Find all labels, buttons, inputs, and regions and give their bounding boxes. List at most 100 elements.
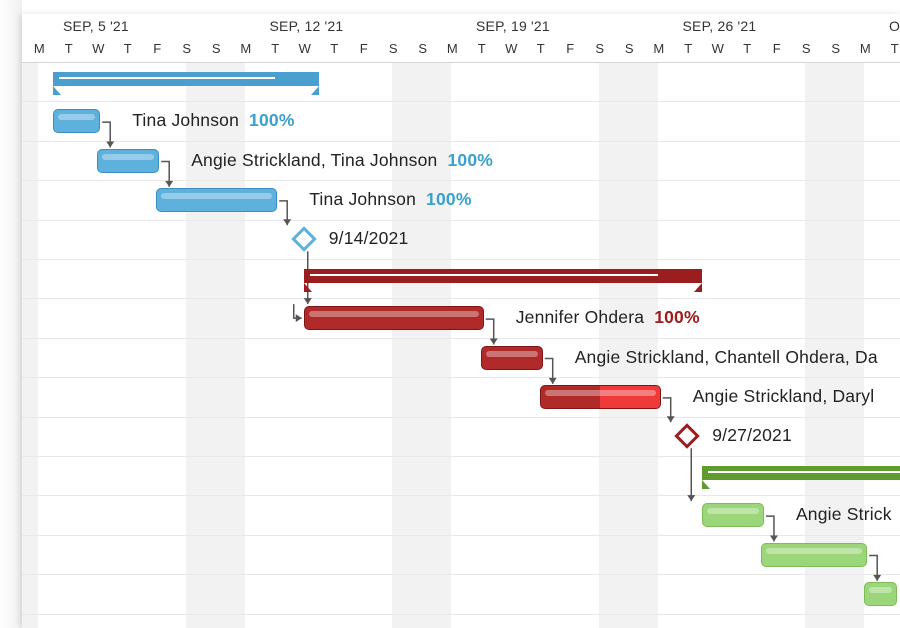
assignee-name: Angie Strickland, Chantell Ohdera, Da: [574, 346, 878, 367]
row-divider: [22, 456, 900, 457]
summary-bar-green[interactable]: [702, 465, 900, 489]
gantt-timeline-panel[interactable]: MTWTFSSMTWTFSSMTWTFSSMTWTFSSMTWSEP, 5 '2…: [22, 14, 900, 628]
day-label: T: [64, 41, 73, 56]
task-bar-red[interactable]: [480, 345, 543, 370]
dependency-link: [869, 554, 878, 581]
task-bar-highlight: [485, 350, 538, 357]
link-arrowhead: [769, 535, 778, 542]
percent-complete: 100%: [447, 149, 494, 170]
row-divider: [22, 416, 900, 418]
dependency-link: [279, 200, 288, 226]
day-label: F: [566, 41, 575, 56]
link-arrowhead: [165, 180, 174, 187]
weekend-column: [805, 62, 865, 628]
task-bar-red[interactable]: [303, 306, 484, 331]
task-label: Tina Johnson 100%: [309, 189, 471, 210]
row-divider: [22, 337, 900, 339]
task-bar-red[interactable]: [539, 384, 661, 409]
day-label: M: [859, 41, 871, 56]
assignee-name: Tina Johnson: [132, 110, 240, 131]
task-label: Angie Strickland, Daryl: [693, 386, 875, 407]
day-label: T: [477, 41, 486, 56]
task-bar-highlight: [58, 114, 96, 121]
task-bar-blue[interactable]: [53, 109, 101, 134]
assignee-name: Angie Strick: [795, 504, 892, 525]
milestone-diamond-blue[interactable]: [291, 226, 317, 253]
summary-bar-blue[interactable]: [53, 71, 319, 95]
row-divider: [22, 574, 900, 576]
week-label: SEP, 19 '21: [476, 18, 550, 34]
weekend-column: [185, 62, 245, 628]
task-label: Angie Strickland, Tina Johnson 100%: [191, 150, 493, 171]
summary-progress-line: [708, 470, 900, 473]
assignee-name: Jennifer Ohdera: [515, 307, 645, 328]
task-bar-blue[interactable]: [97, 148, 160, 173]
task-bar-blue[interactable]: [156, 187, 278, 212]
week-label: SEP, 12 '21: [269, 18, 344, 34]
task-label: Tina Johnson 100%: [132, 110, 294, 131]
milestone-date: 9/27/2021: [712, 425, 792, 446]
row-divider: [22, 259, 900, 260]
day-label: W: [298, 41, 311, 56]
dependency-link: [485, 318, 495, 345]
day-label: S: [388, 41, 398, 56]
day-label: M: [653, 41, 665, 56]
day-label: S: [801, 41, 811, 56]
day-label: W: [505, 41, 518, 56]
summary-progress-line: [59, 76, 275, 79]
dependency-link: [161, 160, 170, 187]
milestone-diamond-red[interactable]: [674, 423, 700, 450]
task-bar-green[interactable]: [761, 542, 868, 567]
assignee-name: Tina Johnson: [309, 188, 417, 209]
task-bar-green[interactable]: [702, 503, 764, 528]
dependency-link: [102, 121, 111, 148]
task-bar-highlight: [766, 547, 863, 554]
day-label: S: [418, 41, 428, 56]
task-label: Angie Strick: [796, 504, 892, 525]
dependency-link: [765, 515, 775, 542]
row-divider: [22, 180, 900, 182]
day-label: F: [359, 41, 368, 56]
percent-complete: 100%: [654, 307, 700, 328]
day-label: T: [684, 41, 693, 56]
summary-end-cap-right: [694, 282, 702, 292]
dependency-link: [293, 304, 302, 319]
link-arrowhead: [295, 314, 302, 323]
dependency-link: [544, 357, 554, 384]
week-label: O: [889, 18, 900, 34]
day-label: S: [182, 41, 192, 56]
week-label: SEP, 26 '21: [682, 18, 757, 34]
assignee-name: Angie Strickland, Tina Johnson: [191, 149, 438, 170]
task-bar-highlight: [544, 389, 656, 396]
row-divider: [22, 377, 900, 379]
day-label: W: [92, 41, 105, 56]
day-label: M: [446, 41, 458, 56]
row-divider: [22, 495, 900, 497]
summary-bar-red[interactable]: [303, 268, 702, 292]
summary-progress-line: [309, 273, 658, 276]
link-arrowhead: [548, 377, 557, 384]
task-bar-highlight: [308, 311, 479, 318]
task-remaining: [600, 385, 660, 408]
row-divider: [22, 101, 900, 103]
day-label: T: [536, 41, 545, 56]
task-bar-highlight: [161, 192, 273, 199]
dependency-link: [662, 397, 672, 423]
day-label: W: [711, 41, 724, 56]
day-label: T: [890, 41, 899, 56]
summary-end-cap-right: [310, 85, 319, 95]
day-label: S: [211, 41, 221, 56]
summary-end-cap-left: [702, 479, 710, 489]
day-label: M: [240, 41, 252, 56]
day-label: M: [33, 41, 45, 56]
row-divider: [22, 140, 900, 142]
week-label: SEP, 5 '21: [63, 18, 129, 34]
task-bar-green[interactable]: [864, 581, 897, 606]
link-arrowhead: [873, 574, 882, 581]
weekend-column: [392, 62, 452, 628]
percent-complete: 100%: [426, 188, 472, 209]
row-divider: [22, 534, 900, 536]
day-label: S: [595, 41, 605, 56]
milestone-date: 9/14/2021: [328, 228, 409, 249]
